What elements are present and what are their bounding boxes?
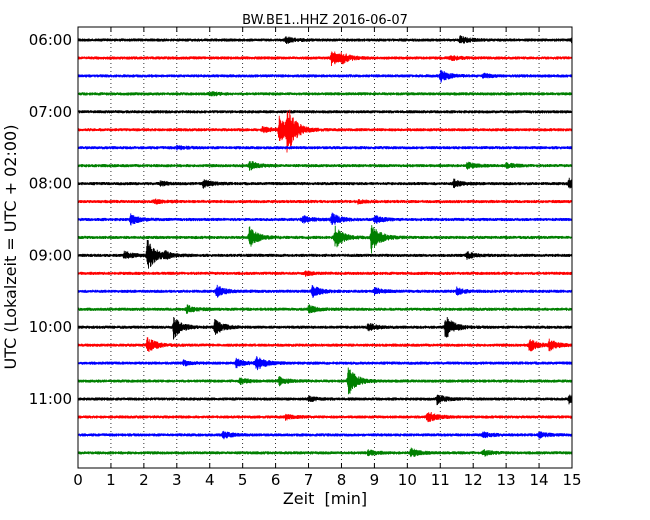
- y-tick-label: 10:00: [29, 318, 72, 336]
- trace-line-1045: [77, 367, 573, 395]
- x-tick-label: 7: [304, 471, 314, 489]
- x-tick-label: 14: [530, 471, 549, 489]
- x-axis: 0 1 2 3 4 5 6 7 8 9 10 11 12 13 14 15: [73, 27, 582, 489]
- trace-line-1100: [77, 394, 573, 406]
- x-tick-label: 4: [205, 471, 215, 489]
- trace-line-1015: [77, 337, 573, 353]
- trace-line-1000: [77, 317, 573, 340]
- y-tick-label: 09:00: [29, 246, 72, 264]
- y-tick-label: 08:00: [29, 175, 72, 193]
- trace-line-0615: [77, 51, 573, 67]
- trace-line-0715: [77, 109, 573, 153]
- y-tick-label: 11:00: [29, 390, 72, 408]
- trace-line-1130: [77, 430, 573, 440]
- x-tick-label: 9: [370, 471, 380, 489]
- x-tick-label: 5: [238, 471, 248, 489]
- plot-frame: [77, 26, 573, 469]
- x-tick-label: 3: [172, 471, 182, 489]
- x-tick-label: 2: [139, 471, 149, 489]
- trace-line-0730: [77, 144, 573, 151]
- x-tick-label: 1: [106, 471, 116, 489]
- trace-line-1115: [77, 411, 573, 423]
- x-tick-label: 15: [562, 471, 581, 489]
- trace-line-0800: [77, 177, 573, 189]
- x-tick-label: 0: [73, 471, 83, 489]
- x-axis-label: Zeit [min]: [283, 489, 367, 508]
- trace-line-0900: [77, 240, 573, 269]
- trace-line-0815: [77, 198, 573, 205]
- trace-line-1030: [77, 356, 573, 371]
- trace-line-0845: [77, 225, 573, 254]
- y-tick-label: 07:00: [29, 103, 72, 121]
- y-tick-label: 06:00: [29, 31, 72, 49]
- x-tick-label: 13: [497, 471, 516, 489]
- trace-line-0600: [77, 35, 573, 46]
- x-tick-label: 10: [398, 471, 417, 489]
- trace-line-0930: [77, 284, 573, 298]
- x-tick-label: 11: [431, 471, 450, 489]
- x-tick-label: 6: [271, 471, 281, 489]
- trace-line-0830: [77, 212, 573, 226]
- trace-line-0915: [77, 270, 573, 277]
- trace-line-0630: [77, 69, 573, 83]
- trace-line-0745: [77, 161, 573, 171]
- traces: [77, 35, 573, 458]
- trace-line-0645: [77, 91, 573, 97]
- chart-title: BW.BE1..HHZ 2016-06-07: [242, 13, 408, 28]
- trace-line-0945: [77, 304, 573, 314]
- grid-lines: [110, 27, 540, 468]
- y-axis-label: UTC (Lokalzeit = UTC + 02:00): [1, 125, 20, 370]
- x-tick-label: 8: [337, 471, 347, 489]
- y-axis: 06:00 07:00 08:00 09:00 10:00 11:00: [29, 31, 572, 408]
- trace-line-0700: [77, 110, 573, 114]
- trace-line-1145: [77, 447, 573, 458]
- x-tick-label: 12: [464, 471, 483, 489]
